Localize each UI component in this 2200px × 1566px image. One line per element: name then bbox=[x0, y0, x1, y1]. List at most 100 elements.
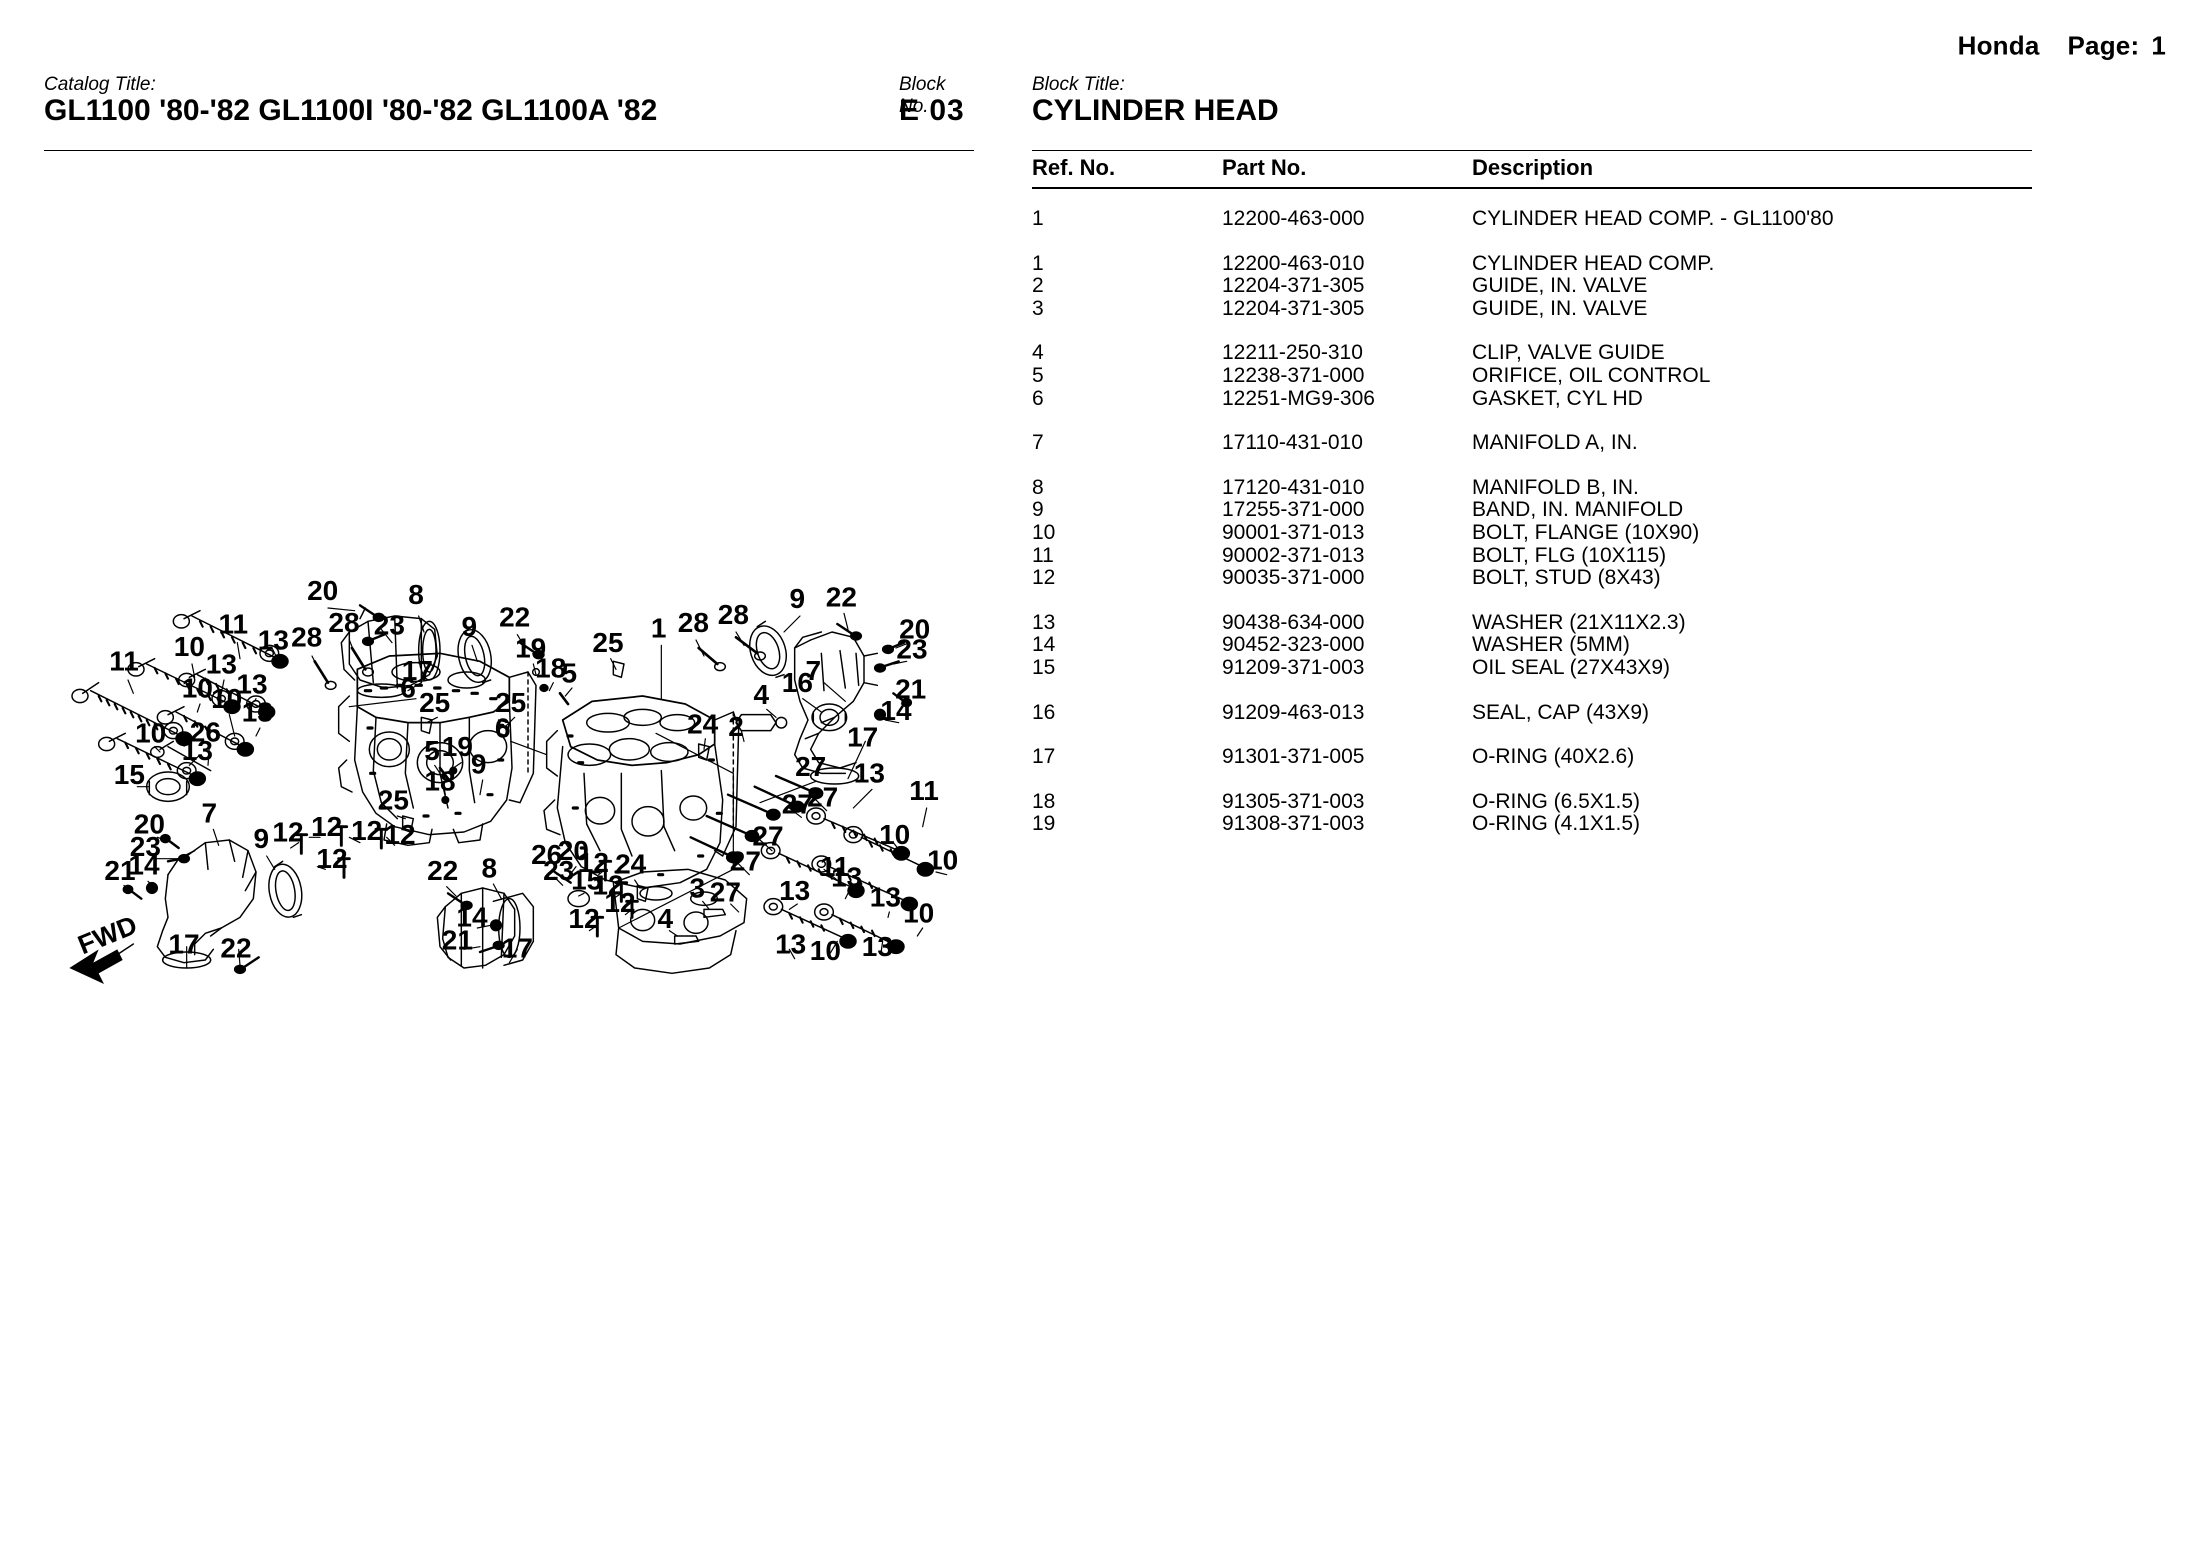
block-no-caption: Block No. bbox=[899, 74, 946, 117]
cell-part-no: 12200-463-000 bbox=[1222, 207, 1365, 230]
diagram-callout: 9 bbox=[254, 823, 270, 854]
cell-description: CYLINDER HEAD COMP. bbox=[1472, 251, 1715, 275]
cell-description: BOLT, FLANGE (10X90) bbox=[1472, 520, 1700, 544]
cell-part-no: 91308-371-003 bbox=[1222, 812, 1365, 836]
diagram-callout: 9 bbox=[790, 583, 806, 614]
block-no-value: E 03 bbox=[899, 94, 965, 127]
diagram-callout: 23 bbox=[896, 634, 927, 665]
table-header-row: Ref. No. Part No. Description bbox=[1032, 155, 2042, 185]
cell-ref-no: 7 bbox=[1032, 431, 1044, 455]
diagram-callout: 18 bbox=[424, 766, 455, 797]
diagram-callout: 20 bbox=[134, 808, 165, 839]
diagram-callout: 17 bbox=[847, 722, 878, 753]
diagram-callout: 12 bbox=[384, 819, 415, 850]
cell-part-no: 91209-371-003 bbox=[1222, 655, 1365, 679]
cell-part-no: 91305-371-003 bbox=[1222, 789, 1365, 813]
table-row: 10 90001-371-013 BOLT, FLANGE (10X90) bbox=[1032, 521, 2042, 544]
cell-ref-no: 5 bbox=[1032, 363, 1044, 387]
cell-description: BOLT, STUD (8X43) bbox=[1472, 566, 1661, 590]
cell-description: SEAL, CAP (43X9) bbox=[1472, 700, 1650, 724]
block-header-divider bbox=[1032, 150, 2032, 151]
cell-ref-no: 17 bbox=[1032, 745, 1056, 769]
diagram-callout: 21 bbox=[104, 855, 135, 886]
column-header-ref-no: Ref. No. bbox=[1032, 155, 1116, 180]
diagram-callout: 24 bbox=[615, 848, 647, 879]
diagram-callout: 27 bbox=[730, 846, 761, 877]
diagram-callout: 11 bbox=[820, 851, 850, 882]
intake-band-upper-left bbox=[457, 625, 493, 684]
diagram-callout: 10 bbox=[135, 718, 166, 749]
diagram-callout: 11 bbox=[219, 608, 249, 639]
diagram-callout: 4 bbox=[754, 679, 770, 710]
intake-manifold-b-upper-left bbox=[340, 615, 441, 699]
diagram-callout: 19 bbox=[515, 632, 546, 663]
fwd-arrow bbox=[69, 949, 123, 984]
diagram-callout: 27 bbox=[710, 876, 741, 907]
cell-ref-no: 13 bbox=[1032, 610, 1056, 634]
diagram-callout: 5 bbox=[562, 658, 578, 689]
cell-part-no: 17110-431-010 bbox=[1222, 431, 1363, 455]
table-row: 11 90002-371-013 BOLT, FLG (10X115) bbox=[1032, 544, 2042, 567]
oil-seal-15 bbox=[145, 771, 191, 803]
diagram-callout: 21 bbox=[442, 924, 473, 955]
diagram-callout: 27 bbox=[795, 751, 826, 782]
cell-part-no: 91209-463-013 bbox=[1222, 700, 1365, 724]
cell-ref-no: 15 bbox=[1032, 655, 1056, 679]
cell-part-no: 17255-371-000 bbox=[1222, 498, 1365, 522]
cell-part-no: 12211-250-310 bbox=[1222, 341, 1363, 365]
cell-part-no: 90001-371-013 bbox=[1222, 520, 1365, 544]
diagram-callout: 12 bbox=[592, 870, 623, 901]
diagram-callout: 28 bbox=[291, 622, 322, 653]
diagram-callout: 11 bbox=[109, 646, 139, 677]
diagram-callout: 13 bbox=[258, 624, 289, 655]
diagram-callout: 1 bbox=[651, 612, 667, 643]
cylinder-head-right-casting bbox=[543, 695, 724, 889]
catalog-header-divider bbox=[44, 150, 974, 151]
diagram-callout: 25 bbox=[592, 627, 623, 658]
cell-ref-no: 11 bbox=[1032, 543, 1054, 567]
diagram-callout: 23 bbox=[543, 855, 574, 886]
diagram-callout: 9 bbox=[462, 611, 478, 642]
fwd-leader bbox=[116, 943, 135, 956]
diagram-callout: 13 bbox=[236, 668, 267, 699]
diagram-callout: 23 bbox=[374, 610, 405, 641]
cell-ref-no: 19 bbox=[1032, 812, 1056, 836]
cell-part-no: 17120-431-010 bbox=[1222, 475, 1365, 499]
cell-ref-no: 1 bbox=[1032, 251, 1044, 275]
diagram-callout: 24 bbox=[687, 708, 719, 739]
diagram-callout: 25 bbox=[495, 687, 526, 718]
cell-description: GUIDE, IN. VALVE bbox=[1472, 274, 1648, 298]
diagram-callout: 15 bbox=[571, 864, 602, 895]
diagram-callout: 11 bbox=[909, 775, 939, 806]
diagram-callout: 27 bbox=[782, 788, 813, 819]
cell-part-no: 90438-634-000 bbox=[1222, 610, 1365, 634]
cell-description: MANIFOLD B, IN. bbox=[1472, 475, 1639, 499]
cell-ref-no: 3 bbox=[1032, 296, 1044, 320]
diagram-callout: 14 bbox=[128, 850, 160, 881]
diagram-callout: 13 bbox=[831, 862, 862, 893]
page-label: Page: bbox=[2067, 30, 2140, 61]
diagram-callout: 13 bbox=[779, 875, 810, 906]
diagram-callout: 20 bbox=[558, 835, 589, 866]
cell-description: WASHER (5MM) bbox=[1472, 633, 1630, 657]
diagram-callout: 13 bbox=[242, 696, 273, 727]
diagram-callout: 10 bbox=[903, 898, 934, 929]
exploded-parts-diagram: 20 23 8 9 11 28 28 22 11 10 13 13 13 10 10 13 17 19 18 5 25 1… bbox=[40, 520, 1000, 1040]
diagram-callout: 12 bbox=[311, 811, 342, 842]
diagram-callout: 22 bbox=[826, 582, 857, 613]
cell-part-no: 12251-MG9-306 bbox=[1222, 386, 1375, 410]
diagram-callout: 23 bbox=[130, 831, 161, 862]
table-row: 14 90452-323-000 WASHER (5MM) bbox=[1032, 633, 2042, 656]
table-row: 18 91305-371-003 O-RING (6.5X1.5) bbox=[1032, 790, 2042, 813]
diagram-callout: 17 bbox=[502, 932, 533, 963]
table-row: 3 12204-371-305 GUIDE, IN. VALVE bbox=[1032, 297, 2042, 320]
table-row: 4 12211-250-310 CLIP, VALVE GUIDE bbox=[1032, 341, 2042, 364]
cell-description: OIL SEAL (27X43X9) bbox=[1472, 655, 1671, 679]
table-row: 2 12204-371-305 GUIDE, IN. VALVE bbox=[1032, 274, 2042, 297]
bolt-cluster-upper-left bbox=[71, 609, 289, 787]
diagram-callout: 7 bbox=[806, 655, 822, 686]
cell-ref-no: 4 bbox=[1032, 341, 1044, 365]
table-header-divider bbox=[1032, 187, 2032, 189]
column-header-part-no: Part No. bbox=[1222, 155, 1307, 180]
